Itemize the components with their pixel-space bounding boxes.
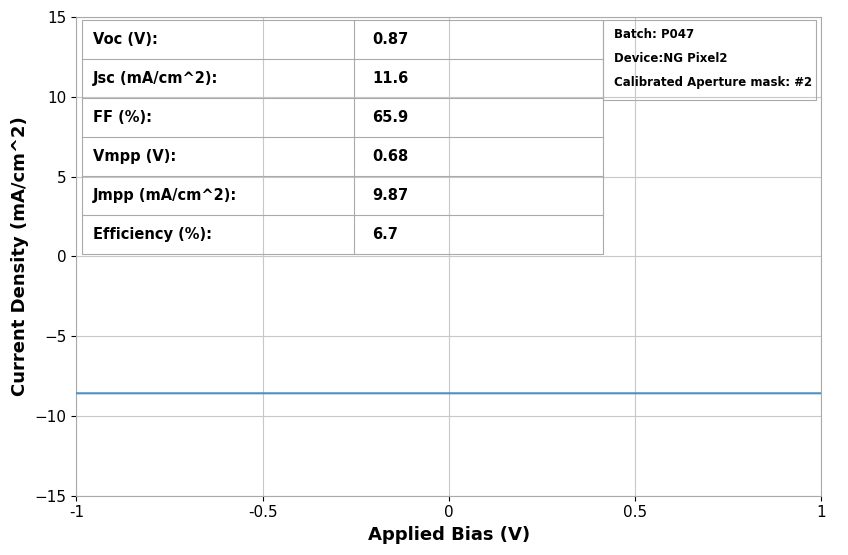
Bar xyxy=(603,19,816,100)
Text: 6.7: 6.7 xyxy=(372,227,399,242)
Text: 9.87: 9.87 xyxy=(372,188,409,203)
Text: FF (%):: FF (%): xyxy=(93,110,152,125)
Text: Batch: P047: Batch: P047 xyxy=(615,28,695,41)
Text: Device:NG Pixel2: Device:NG Pixel2 xyxy=(615,52,728,65)
Text: Efficiency (%):: Efficiency (%): xyxy=(93,227,212,242)
Text: 0.68: 0.68 xyxy=(372,149,409,164)
X-axis label: Applied Bias (V): Applied Bias (V) xyxy=(368,526,530,544)
Text: Voc (V):: Voc (V): xyxy=(93,32,158,47)
Bar xyxy=(82,19,603,254)
Y-axis label: Current Density (mA/cm^2): Current Density (mA/cm^2) xyxy=(11,117,29,396)
Text: Vmpp (V):: Vmpp (V): xyxy=(93,149,176,164)
Text: Jmpp (mA/cm^2):: Jmpp (mA/cm^2): xyxy=(93,188,237,203)
Text: 0.87: 0.87 xyxy=(372,32,409,47)
Text: 11.6: 11.6 xyxy=(372,70,409,85)
Text: Calibrated Aperture mask: #2: Calibrated Aperture mask: #2 xyxy=(615,77,812,89)
Text: 65.9: 65.9 xyxy=(372,110,409,125)
Text: Jsc (mA/cm^2):: Jsc (mA/cm^2): xyxy=(93,70,219,85)
